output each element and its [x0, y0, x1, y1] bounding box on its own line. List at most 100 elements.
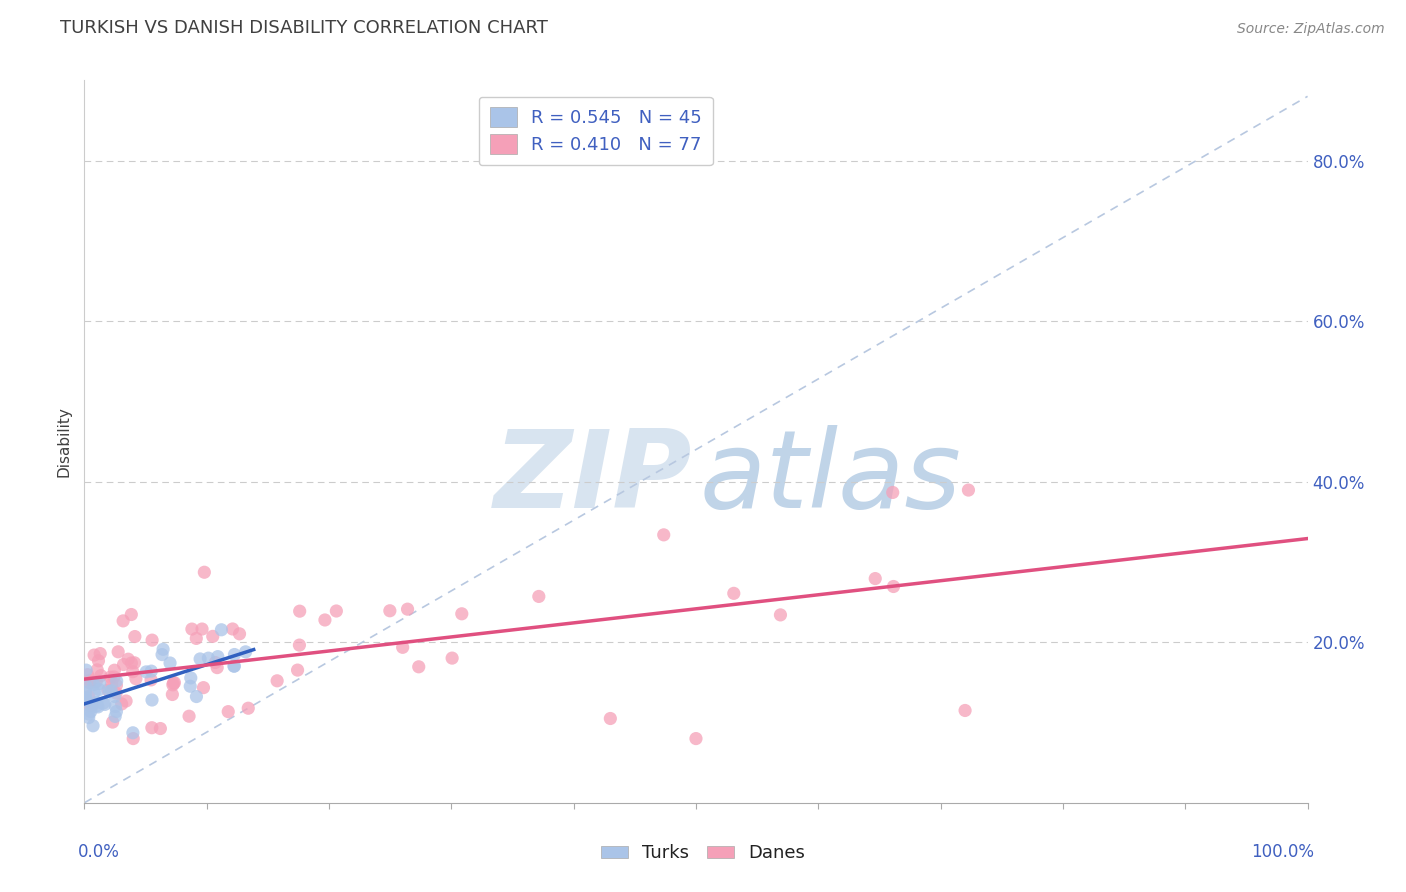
Point [89, 682, 111, 697]
Point [149, 722, 172, 736]
Point [122, 731, 145, 746]
Text: 100.0%: 100.0% [1251, 843, 1313, 861]
Point [882, 485, 904, 500]
Point [87, 654, 110, 668]
Point [87, 700, 110, 714]
Point [75, 693, 97, 707]
Point [77, 710, 100, 724]
Point [162, 678, 184, 692]
Point [527, 590, 550, 604]
Point [121, 665, 143, 679]
Point [228, 627, 250, 641]
Point [98, 684, 121, 698]
Point [103, 670, 125, 684]
Point [141, 693, 163, 707]
Point [94, 698, 117, 712]
Point [179, 679, 201, 693]
Text: ZIP: ZIP [494, 425, 692, 531]
Point [86, 698, 108, 713]
Point [79, 676, 101, 690]
Point [75, 690, 97, 705]
Point [83, 685, 105, 699]
Point [396, 602, 419, 616]
Point [93, 696, 115, 710]
Legend: R = 0.545   N = 45, R = 0.410   N = 77: R = 0.545 N = 45, R = 0.410 N = 77 [478, 96, 713, 165]
Point [75, 663, 97, 677]
Point [84, 674, 107, 689]
Point [82, 719, 104, 733]
Point [104, 690, 127, 704]
Point [188, 652, 211, 666]
Point [105, 678, 128, 692]
Point [105, 686, 128, 700]
Point [162, 676, 184, 690]
Point [82, 698, 104, 712]
Legend: Turks, Danes: Turks, Danes [593, 838, 813, 870]
Point [224, 659, 246, 673]
Point [89, 647, 111, 661]
Point [104, 699, 127, 714]
Point [77, 690, 100, 704]
Point [105, 705, 128, 719]
Point [141, 721, 163, 735]
Text: 0.0%: 0.0% [79, 843, 120, 861]
Point [287, 663, 309, 677]
Point [865, 572, 887, 586]
Text: atlas: atlas [700, 425, 962, 530]
Point [191, 622, 214, 636]
Point [80, 705, 103, 719]
Point [391, 640, 413, 655]
Point [193, 566, 215, 580]
Point [135, 665, 157, 679]
Point [162, 688, 184, 702]
Y-axis label: Disability: Disability [56, 406, 72, 477]
Point [204, 656, 226, 670]
Point [769, 607, 792, 622]
Point [207, 649, 229, 664]
Point [86, 695, 108, 709]
Point [441, 651, 464, 665]
Point [652, 528, 675, 542]
Text: TURKISH VS DANISH DISABILITY CORRELATION CHART: TURKISH VS DANISH DISABILITY CORRELATION… [60, 19, 548, 37]
Point [103, 663, 125, 677]
Point [124, 630, 146, 644]
Point [152, 642, 174, 657]
Point [378, 604, 401, 618]
Point [325, 604, 347, 618]
Point [150, 648, 173, 662]
Point [120, 656, 142, 670]
Point [79, 673, 101, 688]
Point [180, 622, 202, 636]
Point [159, 656, 181, 670]
Point [75, 680, 97, 694]
Point [408, 660, 430, 674]
Point [288, 604, 311, 618]
Point [141, 664, 163, 678]
Point [193, 681, 215, 695]
Point [314, 613, 336, 627]
Point [186, 690, 208, 704]
Point [141, 633, 163, 648]
Point [86, 663, 108, 677]
Point [83, 677, 105, 691]
Point [117, 652, 139, 666]
Point [450, 607, 472, 621]
Point [83, 648, 105, 662]
Point [209, 623, 232, 637]
Point [122, 726, 145, 740]
Point [100, 683, 122, 698]
Point [125, 672, 148, 686]
Point [180, 671, 202, 685]
Point [120, 607, 142, 622]
Point [222, 659, 245, 673]
Point [288, 638, 311, 652]
Point [953, 703, 976, 717]
Point [104, 709, 127, 723]
Point [177, 709, 200, 723]
Point [235, 645, 257, 659]
Point [101, 715, 124, 730]
Point [139, 673, 162, 687]
Point [90, 669, 112, 683]
Point [111, 697, 134, 711]
Point [238, 701, 260, 715]
